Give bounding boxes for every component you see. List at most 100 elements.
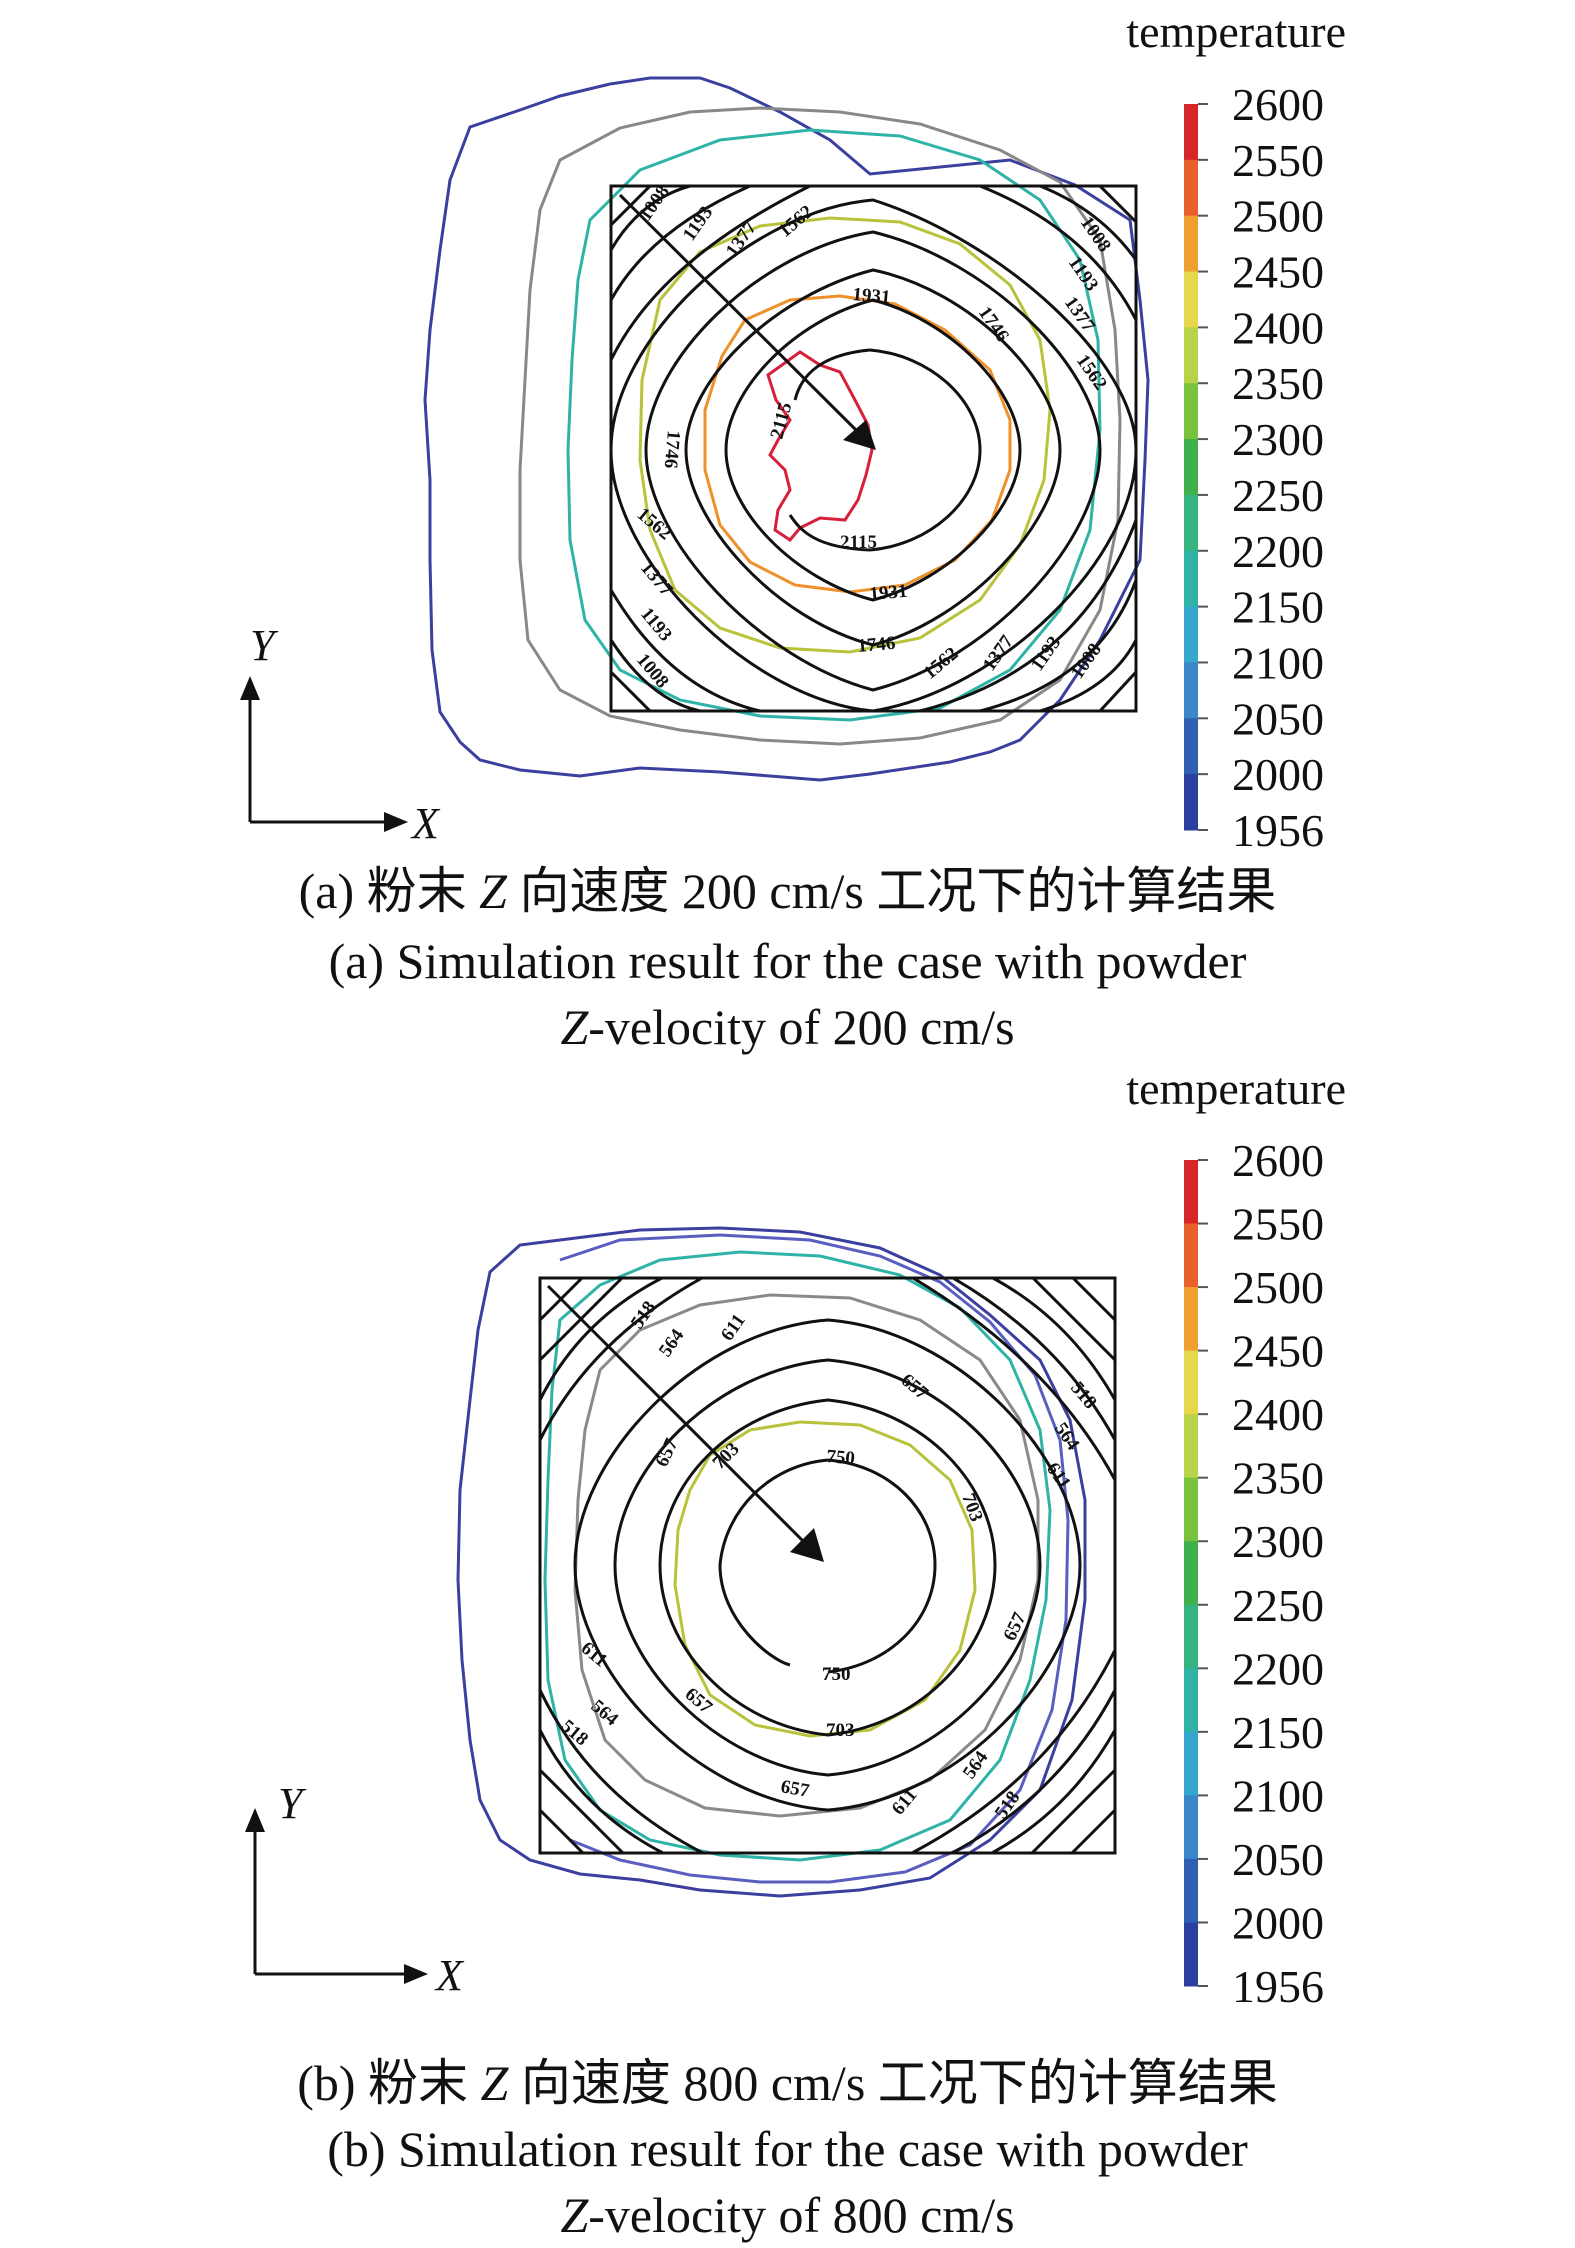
colorbar-segment bbox=[1184, 1223, 1198, 1288]
colorbar-tick-label: 2600 bbox=[1232, 1135, 1324, 1186]
colorbar-tick-label: 2600 bbox=[1232, 79, 1324, 130]
contour-label: 703 bbox=[826, 1720, 855, 1741]
caption-cn-suffix: 向速度 200 cm/s 工况下的计算结果 bbox=[506, 863, 1277, 919]
contour-label: 1562 bbox=[1072, 351, 1111, 394]
caption-en-a-line2: Z-velocity of 200 cm/s bbox=[0, 994, 1575, 1060]
axes-indicator-b: Y X bbox=[245, 1779, 465, 2000]
contour-label: 1377 bbox=[1060, 293, 1099, 337]
colorbar-segment bbox=[1184, 494, 1198, 552]
colorbar-segment bbox=[1184, 271, 1198, 328]
colorbar-tick-label: 2150 bbox=[1232, 582, 1324, 633]
domain-box-a bbox=[609, 184, 1138, 713]
caption-cn-var: Z bbox=[479, 863, 507, 919]
colorbar-tick-label: 2350 bbox=[1232, 1453, 1324, 1504]
contour-label: 564 bbox=[655, 1325, 689, 1361]
colorbar-segment bbox=[1184, 1350, 1198, 1415]
contour-label: 1377 bbox=[636, 558, 677, 601]
colorbar-segment bbox=[1184, 550, 1198, 608]
contour-label: 1377 bbox=[722, 217, 761, 261]
caption-en-b-line1: (b) Simulation result for the case with … bbox=[327, 2121, 1248, 2177]
outline-cyan-b bbox=[543, 1250, 1052, 1862]
colorbar-segment bbox=[1184, 215, 1198, 273]
outline-red-a bbox=[766, 350, 874, 542]
colorbar-segment bbox=[1184, 1731, 1198, 1796]
contour-label: 657 bbox=[779, 1776, 811, 1802]
colorbar-segment bbox=[1184, 104, 1198, 161]
colorbar-tick-label: 2050 bbox=[1232, 693, 1324, 744]
colorbar-segment bbox=[1184, 1287, 1198, 1352]
contour-label: 657 bbox=[651, 1435, 682, 1470]
contour-label: 1008 bbox=[635, 182, 674, 225]
colorbar-tick-label: 2400 bbox=[1232, 1389, 1324, 1440]
contour-label: 1746 bbox=[857, 633, 897, 657]
colorbar-tick-label: 2400 bbox=[1232, 302, 1324, 353]
colorbar-tick-label: 2500 bbox=[1232, 191, 1324, 242]
x-axis-label: X bbox=[410, 799, 441, 848]
direction-arrow-b bbox=[546, 1284, 807, 1545]
colorbar-segment bbox=[1184, 774, 1198, 831]
contour-label: 2115 bbox=[767, 400, 797, 441]
contour-label: 1008 bbox=[1067, 640, 1106, 683]
y-axis-label: Y bbox=[250, 621, 279, 670]
colorbar-title: temperature bbox=[1126, 1063, 1346, 1114]
colorbar-tick-label: 2000 bbox=[1232, 1897, 1324, 1948]
colorbar-tick-label: 1956 bbox=[1232, 1961, 1324, 2012]
y-axis-label: Y bbox=[278, 1779, 307, 1828]
caption-cn-prefix: (a) 粉末 bbox=[298, 863, 480, 919]
axes-indicator-a: Y X bbox=[240, 621, 441, 848]
colorbar-segment bbox=[1184, 159, 1198, 217]
panel-b: 518 564 611 657 657 703 750 703 518 564 … bbox=[0, 1060, 1575, 2243]
colorbar-segment bbox=[1184, 1858, 1198, 1923]
colorbar-segment bbox=[1184, 327, 1198, 384]
outer-outline-a bbox=[423, 76, 1150, 782]
contour-label: 2115 bbox=[840, 532, 877, 553]
contour-label: 1746 bbox=[660, 430, 684, 470]
contour-label: 703 bbox=[709, 1439, 744, 1474]
colorbar-tick-label: 2250 bbox=[1232, 1580, 1324, 1631]
caption-en-b-line2: Z-velocity of 800 cm/s bbox=[0, 2182, 1575, 2248]
colorbar-tick-label: 2300 bbox=[1232, 414, 1324, 465]
outline-cyan-a bbox=[566, 128, 1102, 722]
colorbar-title: temperature bbox=[1126, 6, 1346, 57]
contour-label: 1931 bbox=[852, 284, 892, 308]
colorbar-tick-label: 2150 bbox=[1232, 1707, 1324, 1758]
colorbar-segment bbox=[1184, 1414, 1198, 1479]
colorbar-tick-label: 2200 bbox=[1232, 1643, 1324, 1694]
colorbar-tick-label: 2200 bbox=[1232, 526, 1324, 577]
contour-label: 1562 bbox=[775, 201, 818, 242]
colorbar-segment bbox=[1184, 439, 1198, 496]
isolines-a bbox=[611, 186, 1136, 711]
colorbar-tick-label: 2300 bbox=[1232, 1516, 1324, 1567]
colorbar-segment bbox=[1184, 1604, 1198, 1669]
contour-label: 1008 bbox=[632, 650, 673, 693]
caption-cn-prefix: (b) 粉末 bbox=[297, 2055, 481, 2111]
colorbar-segment bbox=[1184, 1160, 1198, 1225]
contour-plot-b: 518 564 611 657 657 703 750 703 518 564 … bbox=[245, 1063, 1346, 2012]
contour-label: 1562 bbox=[920, 643, 963, 684]
colorbar-tick-label: 2450 bbox=[1232, 247, 1324, 298]
caption-cn-suffix: 向速度 800 cm/s 工况下的计算结果 bbox=[508, 2055, 1278, 2111]
colorbar-segment bbox=[1184, 383, 1198, 440]
direction-arrow-a bbox=[618, 193, 860, 434]
colorbar-tick-label: 2450 bbox=[1232, 1326, 1324, 1377]
caption-en-suffix: -velocity of 800 cm/s bbox=[588, 2187, 1015, 2243]
contour-label: 1931 bbox=[869, 581, 909, 605]
colorbar-tick-label: 2250 bbox=[1232, 470, 1324, 521]
colorbar-tick-label: 2000 bbox=[1232, 749, 1324, 800]
caption-cn-a: (a) 粉末 Z 向速度 200 cm/s 工况下的计算结果 bbox=[0, 858, 1575, 924]
caption-en-var: Z bbox=[560, 2187, 589, 2243]
contour-label: 703 bbox=[957, 1491, 986, 1525]
caption-en-var: Z bbox=[560, 999, 589, 1055]
contour-label: 1193 bbox=[636, 604, 676, 646]
x-axis-label: X bbox=[434, 1951, 465, 2000]
colorbar-segment bbox=[1184, 1668, 1198, 1733]
arrow-head-a bbox=[843, 420, 876, 450]
outline-gray-a bbox=[518, 106, 1122, 746]
colorbar-segment bbox=[1184, 662, 1198, 719]
contour-label: 1746 bbox=[974, 303, 1013, 346]
contour-label: 518 bbox=[627, 1297, 661, 1332]
contour-label: 657 bbox=[897, 1370, 933, 1405]
colorbar-segment bbox=[1184, 1477, 1198, 1542]
isolines-b bbox=[540, 1278, 1115, 1853]
contour-label: 657 bbox=[681, 1684, 717, 1719]
